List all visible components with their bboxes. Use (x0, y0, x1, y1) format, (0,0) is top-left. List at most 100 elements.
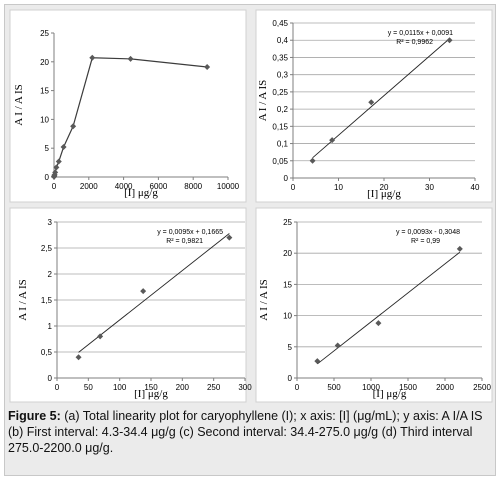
x-tick-label: 1000 (362, 383, 380, 392)
x-tick-label: 100 (113, 383, 127, 392)
trendline (78, 233, 230, 353)
y-axis-title: A I / A IS (258, 279, 270, 321)
data-point-marker (55, 158, 62, 165)
data-point-marker (226, 234, 233, 241)
chart-c-background (9, 207, 247, 403)
x-tick-label: 0 (295, 383, 300, 392)
x-tick-label: 4000 (115, 182, 133, 191)
y-tick-label: 5 (45, 144, 50, 153)
x-tick-label: 2500 (473, 383, 491, 392)
x-tick-label: 10000 (217, 182, 240, 191)
x-tick-label: 0 (55, 383, 60, 392)
chart-b-background (255, 9, 493, 203)
x-tick-label: 2000 (80, 182, 98, 191)
x-tick-label: 40 (471, 183, 480, 192)
x-tick-label: 300 (238, 383, 252, 392)
x-tick-label: 20 (380, 183, 389, 192)
y-tick-label: 0,35 (272, 53, 288, 62)
y-tick-label: 25 (283, 218, 292, 227)
r-squared-label: R² = 0,9962 (396, 39, 433, 46)
y-tick-label: 2 (48, 270, 53, 279)
x-tick-label: 6000 (150, 182, 168, 191)
y-tick-label: 0,3 (277, 71, 289, 80)
data-point-marker (60, 144, 67, 151)
x-tick-label: 1500 (399, 383, 417, 392)
y-tick-label: 1,5 (41, 296, 53, 305)
y-axis-title: A I / A IS (257, 80, 269, 122)
x-tick-label: 2000 (436, 383, 454, 392)
data-point-marker (204, 63, 211, 70)
chart-d: 0 5 10 15 20 25 0 500 1000 1500 2000 2500 [I] μg/g A … (255, 207, 493, 403)
y-tick-label: 25 (40, 29, 49, 38)
chart-a-background (9, 9, 247, 203)
y-tick-label: 10 (283, 312, 292, 321)
x-tick-label: 50 (84, 383, 93, 392)
data-point-marker (456, 245, 463, 252)
x-tick-label: 250 (207, 383, 221, 392)
y-tick-label: 5 (288, 343, 293, 352)
trendline (317, 251, 461, 365)
x-axis-title: [I] μg/g (373, 388, 407, 400)
trendline-equation: y = 0,0115x + 0,0091 (388, 30, 453, 37)
x-axis-title: [I] μg/g (124, 187, 158, 199)
y-tick-label: 1 (48, 322, 53, 331)
y-tick-label: 3 (48, 218, 53, 227)
data-point-marker (329, 137, 336, 144)
figure-caption: Figure 5: (a) Total linearity plot for c… (8, 408, 494, 456)
data-point-marker (75, 354, 82, 361)
x-axis-title: [I] μg/g (134, 388, 168, 400)
trendline (312, 38, 450, 159)
y-tick-label: 0,25 (272, 88, 288, 97)
data-point-marker (127, 55, 134, 62)
y-tick-label: 10 (40, 115, 49, 124)
data-point-marker (334, 342, 341, 349)
x-tick-label: 500 (327, 383, 341, 392)
chart-d-background (255, 207, 493, 403)
chart-b: 0 0,05 0,1 0,15 0,2 0,25 0,3 0,35 0,4 0,45 0 10 20 30… (255, 9, 493, 203)
r-squared-label: R² = 0,99 (411, 238, 440, 245)
y-axis-title: A I / A IS (17, 279, 29, 321)
data-point-marker (89, 54, 96, 61)
y-tick-label: 2,5 (41, 244, 53, 253)
y-tick-label: 20 (40, 58, 49, 67)
y-tick-label: 0,4 (277, 36, 289, 45)
data-point-marker (446, 37, 453, 44)
x-axis-title: [I] μg/g (367, 188, 401, 200)
data-point-marker (368, 99, 375, 106)
trendline-equation: y = 0,0093x - 0,3048 (396, 229, 460, 236)
y-tick-label: 0 (45, 173, 50, 182)
data-point-marker (52, 169, 59, 176)
y-tick-label: 15 (283, 280, 292, 289)
r-squared-label: R² = 0,9821 (166, 238, 203, 245)
y-tick-label: 0,45 (272, 19, 288, 28)
y-tick-label: 0,5 (41, 348, 53, 357)
data-point-marker (97, 333, 104, 340)
x-tick-label: 0 (52, 182, 57, 191)
y-tick-label: 0 (288, 374, 293, 383)
x-tick-label: 150 (144, 383, 158, 392)
y-tick-label: 20 (283, 249, 292, 258)
x-tick-label: 8000 (184, 182, 202, 191)
x-tick-label: 0 (291, 183, 296, 192)
y-tick-label: 0,05 (272, 157, 288, 166)
data-point-marker (309, 157, 316, 164)
caption-label: Figure 5: (8, 409, 61, 423)
x-tick-label: 200 (176, 383, 190, 392)
y-axis-title: A I / A IS (13, 84, 25, 126)
data-point-marker (140, 288, 147, 295)
y-tick-label: 0,1 (277, 140, 289, 149)
y-tick-label: 0,2 (277, 105, 289, 114)
y-tick-label: 0 (48, 374, 53, 383)
data-point-marker (53, 164, 60, 171)
data-point-marker (70, 123, 77, 130)
x-tick-label: 30 (425, 183, 434, 192)
chart-a: 0 5 10 15 20 25 0 2000 4000 6000 8000 10000 [I] μg/g… (9, 9, 247, 203)
chart-c: 0 0,5 1 1,5 2 2,5 3 0 50 100 150 200 250 300 [I] μg/g A… (9, 207, 252, 403)
caption-text: (a) Total linearity plot for caryophylle… (8, 409, 483, 455)
x-tick-label: 10 (334, 183, 343, 192)
trendline-equation: y = 0,0095x + 0,1665 (157, 229, 223, 236)
y-tick-label: 15 (40, 87, 49, 96)
y-tick-label: 0,15 (272, 122, 288, 131)
data-point-marker (375, 320, 382, 327)
